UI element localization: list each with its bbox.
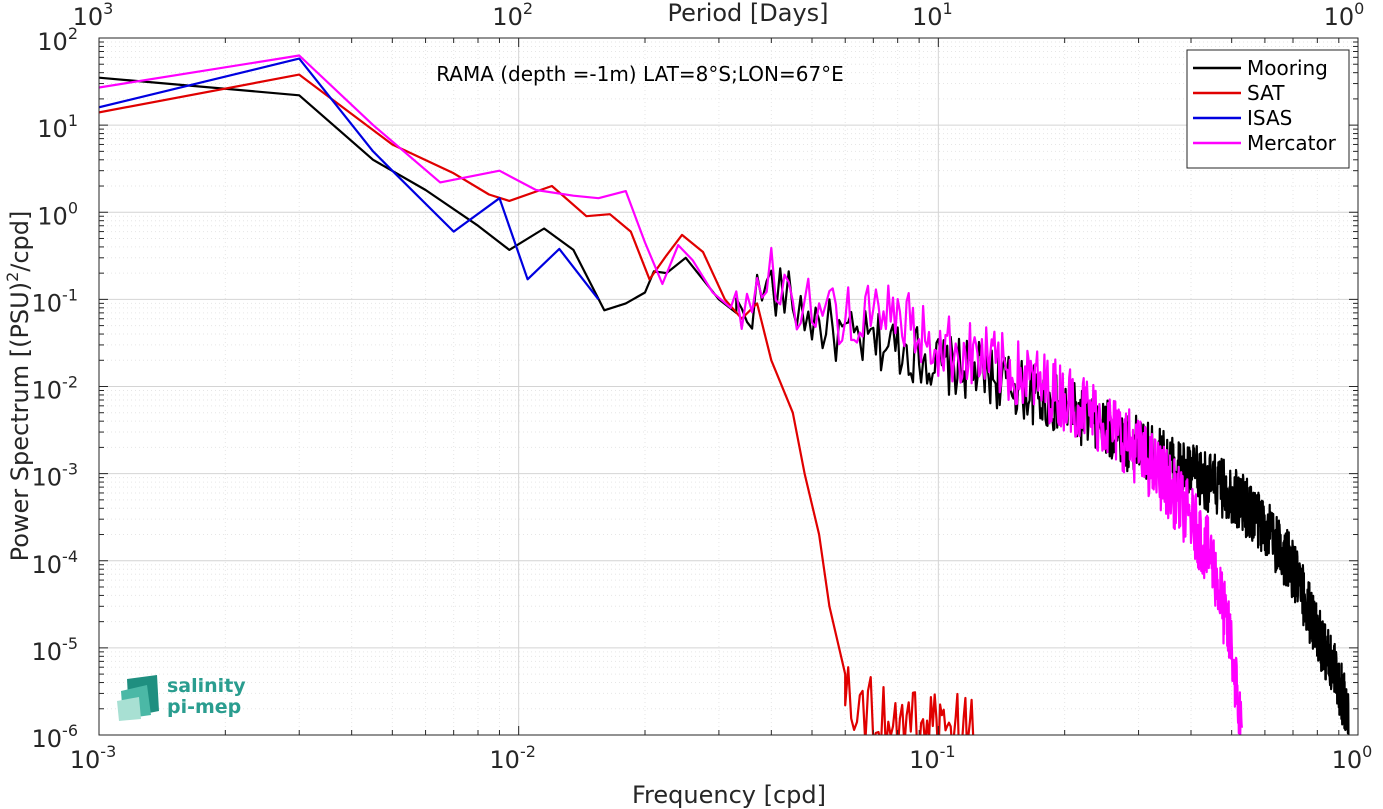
- series-layer: [99, 54, 1350, 735]
- y-tick-label: 10-3: [32, 460, 79, 492]
- logo-line2: pi-mep: [167, 696, 241, 718]
- x-tick-label: 10-2: [489, 742, 536, 774]
- x-axis-title: Frequency [cpd]: [632, 781, 826, 809]
- top-tick-label: 102: [492, 0, 533, 31]
- y-tick-label: 101: [37, 111, 78, 143]
- series-line-isas: [99, 57, 600, 301]
- y-tick-label-exponent: -3: [62, 460, 78, 479]
- y-tick-label-base: 10: [37, 28, 68, 56]
- y-tick-label-base: 10: [32, 551, 63, 579]
- top-tick-label-base: 10: [492, 3, 523, 31]
- top-tick-label-base: 10: [912, 3, 943, 31]
- top-tick-label-exponent: 1: [943, 0, 953, 18]
- logo-line1: salinity: [167, 675, 246, 697]
- x-tick-label: 100: [1332, 742, 1373, 774]
- x-tick-label-base: 10: [489, 746, 520, 774]
- top-tick-label: 101: [912, 0, 953, 31]
- top-tick-label-exponent: 3: [103, 0, 113, 18]
- x-tick-label-exponent: -2: [520, 742, 536, 761]
- x-tick-label-base: 10: [1332, 746, 1363, 774]
- y-tick-label-exponent: -4: [62, 547, 78, 566]
- y-tick-label-exponent: -1: [62, 285, 78, 304]
- series-line-mercator: [99, 54, 1243, 735]
- x-tick-label-exponent: -3: [100, 742, 116, 761]
- x-tick-label-exponent: 0: [1362, 742, 1372, 761]
- legend-label-isas: ISAS: [1247, 106, 1292, 130]
- y-tick-label-base: 10: [37, 202, 68, 230]
- y-tick-label-base: 10: [32, 725, 63, 753]
- y-tick-label: 100: [37, 198, 78, 230]
- top-tick-label: 100: [1324, 0, 1365, 31]
- salinity-pi-mep-logo: salinity pi-mep: [117, 675, 246, 721]
- top-tick-label-base: 10: [1324, 3, 1355, 31]
- y-tick-label: 10-2: [32, 373, 79, 405]
- y-tick-label: 102: [37, 24, 78, 56]
- x-tick-label-base: 10: [70, 746, 101, 774]
- y-tick-label: 10-1: [32, 285, 79, 317]
- y-tick-label: 10-6: [32, 721, 79, 753]
- top-tick-label: 103: [73, 0, 114, 31]
- y-tick-label-base: 10: [32, 377, 63, 405]
- y-axis-title-sup: 2: [3, 272, 22, 282]
- y-tick-label: 10-4: [32, 547, 79, 579]
- y-tick-label-base: 10: [32, 464, 63, 492]
- top-tick-label-exponent: 0: [1354, 0, 1364, 18]
- y-tick-label-exponent: -6: [62, 721, 78, 740]
- top-axis-title: Period [Days]: [667, 0, 828, 27]
- y-tick-label-exponent: 0: [68, 198, 78, 217]
- top-tick-label-exponent: 2: [523, 0, 533, 18]
- y-tick-label-base: 10: [32, 638, 63, 666]
- y-tick-label-base: 10: [32, 289, 63, 317]
- y-tick-label-exponent: 2: [68, 24, 78, 43]
- y-axis-title: Power Spectrum [(PSU)2/cpd]: [3, 211, 34, 562]
- x-tick-label-base: 10: [909, 746, 940, 774]
- top-tick-label-base: 10: [73, 3, 104, 31]
- legend-label-sat: SAT: [1247, 81, 1285, 105]
- y-tick-label-exponent: 1: [68, 111, 78, 130]
- y-tick-label-exponent: -5: [62, 634, 78, 653]
- logo-wave-front: [117, 697, 141, 721]
- series-line-sat: [99, 73, 975, 735]
- y-axis-title-tail: /cpd]: [6, 211, 34, 272]
- y-tick-label-exponent: -2: [62, 373, 78, 392]
- x-tick-label: 10-3: [70, 742, 117, 774]
- legend-box: [1186, 49, 1350, 169]
- y-axis-title-main: Power Spectrum [(PSU): [6, 282, 34, 561]
- legend-label-mercator: Mercator: [1247, 131, 1337, 155]
- legend-label-mooring: Mooring: [1247, 56, 1328, 80]
- x-tick-label-exponent: -1: [940, 742, 956, 761]
- x-tick-label: 10-1: [909, 742, 956, 774]
- y-tick-label: 10-5: [32, 634, 79, 666]
- y-tick-label-base: 10: [37, 115, 68, 143]
- ticks: [98, 37, 1359, 736]
- chart-title: RAMA (depth =-1m) LAT=8°S;LON=67°E: [436, 62, 844, 86]
